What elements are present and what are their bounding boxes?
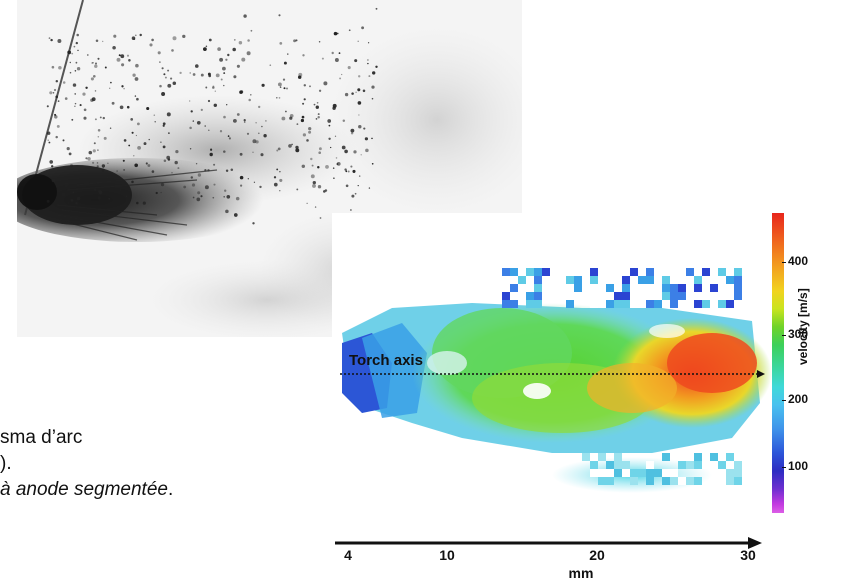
colorbar-tick-label: 100 — [788, 459, 809, 473]
colorbar-title: velocity [m/s] — [796, 288, 810, 365]
caption-period: . — [167, 479, 174, 500]
caption-line: ). — [0, 453, 12, 474]
colorbar-tickmark — [782, 400, 786, 401]
x-axis-line — [335, 537, 762, 549]
caption-italic-text: à anode segmentée — [0, 479, 168, 500]
torch-axis-arrowhead — [757, 370, 765, 378]
velocity-heatmap — [340, 268, 772, 493]
caption-line: sma d’arc — [0, 427, 83, 448]
x-tick-label: 4 — [344, 547, 352, 563]
x-axis: 4 10 20 30 mm — [330, 545, 770, 581]
x-tick-label: 20 — [589, 547, 605, 563]
colorbar-tickmark — [782, 467, 786, 468]
caption-line: à anode segmentée. — [0, 477, 330, 503]
colorbar-tickmark — [782, 262, 786, 263]
x-tick-label: 30 — [740, 547, 756, 563]
colorbar-tickmark — [782, 335, 786, 336]
colorbar — [772, 213, 784, 513]
colorbar-tick-label: 400 — [788, 254, 809, 268]
colorbar-tick-label: 200 — [788, 392, 809, 406]
torch-axis-label: Torch axis — [349, 352, 423, 369]
x-axis-title: mm — [568, 565, 594, 581]
velocity-map — [332, 213, 773, 548]
caption: sma d’arc ). à anode segmentée. — [0, 425, 330, 503]
colorbar-tick-label: 300 — [788, 327, 809, 341]
x-tick-label: 10 — [439, 547, 455, 563]
